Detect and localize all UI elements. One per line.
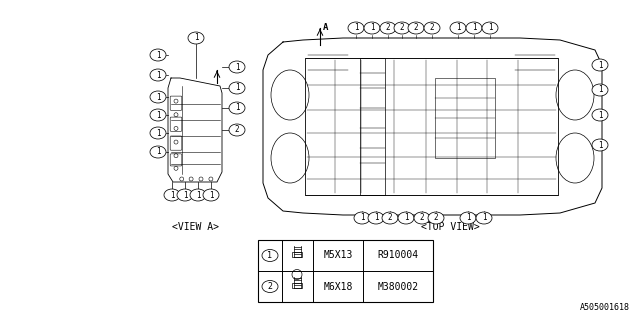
Text: 1: 1 (268, 251, 273, 260)
Ellipse shape (150, 109, 166, 121)
Ellipse shape (354, 212, 370, 224)
Ellipse shape (229, 82, 245, 94)
Text: 1: 1 (170, 190, 174, 199)
Ellipse shape (466, 22, 482, 34)
Ellipse shape (262, 250, 278, 261)
Ellipse shape (482, 22, 498, 34)
Text: <VIEW A>: <VIEW A> (172, 222, 218, 232)
Bar (292, 283, 302, 287)
Bar (305, 58, 558, 195)
Ellipse shape (150, 146, 166, 158)
Ellipse shape (229, 124, 245, 136)
Bar (360, 58, 385, 195)
Ellipse shape (592, 84, 608, 96)
Ellipse shape (592, 109, 608, 121)
Text: 1: 1 (404, 213, 408, 222)
Bar (435, 78, 495, 158)
Ellipse shape (394, 22, 410, 34)
Ellipse shape (592, 139, 608, 151)
Ellipse shape (368, 212, 384, 224)
Ellipse shape (460, 212, 476, 224)
Bar (292, 252, 302, 257)
Ellipse shape (382, 212, 398, 224)
Text: 2: 2 (434, 213, 438, 222)
Ellipse shape (348, 22, 364, 34)
Text: 1: 1 (360, 213, 364, 222)
Text: M380002: M380002 (378, 282, 419, 292)
Ellipse shape (262, 281, 278, 292)
Bar (258, 240, 433, 302)
Text: 2: 2 (413, 23, 419, 33)
Text: 1: 1 (209, 190, 213, 199)
Ellipse shape (476, 212, 492, 224)
Text: 2: 2 (388, 213, 392, 222)
Text: 2: 2 (268, 282, 273, 291)
Ellipse shape (414, 212, 430, 224)
Text: 2: 2 (420, 213, 424, 222)
Text: 1: 1 (235, 62, 239, 71)
Text: 1: 1 (598, 85, 602, 94)
Ellipse shape (188, 32, 204, 44)
Text: 1: 1 (156, 129, 160, 138)
Text: 1: 1 (472, 23, 476, 33)
Text: A: A (323, 22, 328, 31)
Text: 1: 1 (598, 110, 602, 119)
Text: 1: 1 (488, 23, 492, 33)
Text: 1: 1 (466, 213, 470, 222)
Text: 1: 1 (354, 23, 358, 33)
Ellipse shape (424, 22, 440, 34)
Text: 1: 1 (156, 148, 160, 156)
Ellipse shape (592, 59, 608, 71)
Ellipse shape (428, 212, 444, 224)
Ellipse shape (380, 22, 396, 34)
Text: 1: 1 (235, 84, 239, 92)
Text: 1: 1 (370, 23, 374, 33)
Ellipse shape (150, 91, 166, 103)
Text: 1: 1 (156, 92, 160, 101)
Text: 1: 1 (194, 34, 198, 43)
Text: A505001618: A505001618 (580, 303, 630, 312)
Ellipse shape (177, 189, 193, 201)
Text: 1: 1 (235, 103, 239, 113)
Text: 1: 1 (156, 110, 160, 119)
Ellipse shape (190, 189, 206, 201)
Ellipse shape (150, 49, 166, 61)
Ellipse shape (164, 189, 180, 201)
Ellipse shape (229, 61, 245, 73)
Text: 1: 1 (156, 70, 160, 79)
Text: 1: 1 (156, 51, 160, 60)
Text: 1: 1 (598, 60, 602, 69)
Ellipse shape (150, 127, 166, 139)
Text: 2: 2 (429, 23, 435, 33)
Text: M6X18: M6X18 (323, 282, 353, 292)
Ellipse shape (364, 22, 380, 34)
Text: 1: 1 (374, 213, 378, 222)
Ellipse shape (408, 22, 424, 34)
Text: 2: 2 (235, 125, 239, 134)
Text: 2: 2 (386, 23, 390, 33)
Text: 1: 1 (482, 213, 486, 222)
Text: 1: 1 (598, 140, 602, 149)
Ellipse shape (229, 102, 245, 114)
Ellipse shape (203, 189, 219, 201)
Ellipse shape (150, 69, 166, 81)
Text: 1: 1 (196, 190, 200, 199)
Text: 1: 1 (456, 23, 460, 33)
Ellipse shape (398, 212, 414, 224)
Text: M5X13: M5X13 (323, 251, 353, 260)
Text: 1: 1 (182, 190, 188, 199)
Ellipse shape (450, 22, 466, 34)
Text: <TOP VIEW>: <TOP VIEW> (420, 222, 479, 232)
Text: 2: 2 (400, 23, 404, 33)
Text: R910004: R910004 (378, 251, 419, 260)
